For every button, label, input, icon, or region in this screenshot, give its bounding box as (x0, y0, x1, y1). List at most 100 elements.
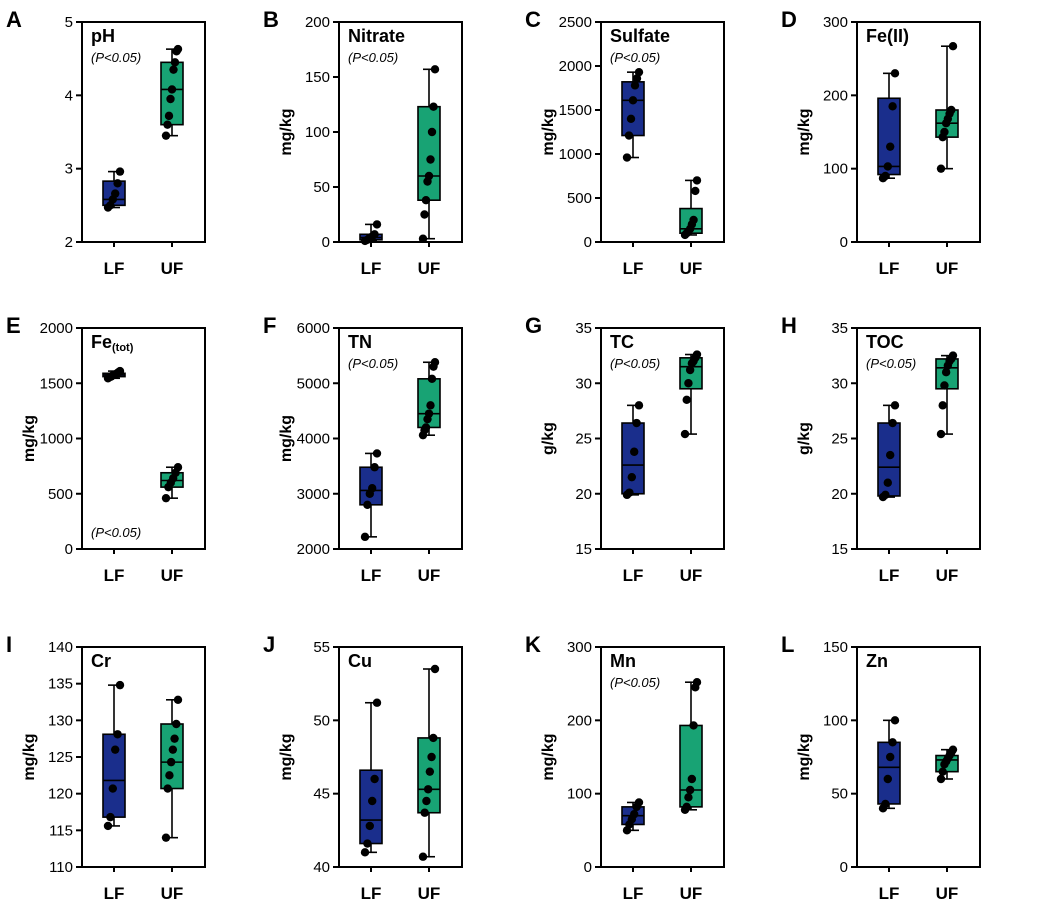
data-point (630, 810, 639, 819)
box-lf (359, 449, 383, 542)
y-tick-label: 100 (567, 786, 592, 803)
data-point (363, 500, 372, 509)
data-point (890, 69, 900, 78)
panel-i: I 110 115 120 125 130 135 140 mg/kg Cr LF UF (6, 632, 206, 903)
data-point (424, 171, 434, 181)
y-axis-label: mg/kg (278, 733, 295, 780)
data-point (890, 401, 900, 410)
data-point (108, 784, 118, 793)
data-point (103, 821, 113, 831)
y-tick-label: 120 (48, 786, 73, 803)
data-point (161, 493, 171, 503)
panel-title: TC (610, 332, 634, 352)
y-axis-label: mg/kg (796, 733, 813, 780)
y-tick-label: 25 (831, 431, 848, 448)
box-lf (621, 67, 645, 162)
box-uf (679, 350, 703, 439)
data-point (113, 179, 122, 188)
y-tick-label: 15 (575, 541, 592, 558)
data-point (630, 447, 639, 456)
panel-title-text: Zn (866, 651, 888, 671)
data-point (172, 719, 181, 729)
panel-a: A 2 3 4 5 pH (P<0.05) LF UF (6, 7, 206, 278)
panel-title: Nitrate (348, 26, 405, 46)
panel-f: F 2000 3000 4000 5000 6000 mg/kg TN (P<0.05) LF UF (263, 313, 463, 585)
panel-title-text: Sulfate (610, 26, 670, 46)
significance-note: (P<0.05) (610, 675, 660, 690)
y-tick-label: 2000 (40, 320, 73, 337)
panel-letter: I (6, 632, 12, 657)
box-lf (877, 716, 901, 813)
data-point (173, 695, 183, 704)
data-point (881, 799, 890, 809)
x-category-label: UF (161, 884, 184, 903)
y-tick-label: 2 (65, 234, 73, 251)
data-point (947, 105, 956, 115)
data-point (948, 745, 958, 754)
data-point (111, 745, 120, 754)
significance-note: (P<0.05) (610, 50, 660, 65)
y-tick-label: 500 (567, 190, 592, 207)
x-category-label: LF (361, 566, 382, 585)
y-tick-label: 25 (575, 431, 592, 448)
data-point (167, 85, 177, 94)
data-point (881, 171, 890, 181)
plot-frame (600, 327, 725, 550)
panel-letter: D (781, 7, 797, 32)
data-point (161, 131, 171, 140)
data-point (115, 167, 125, 176)
data-point (627, 472, 636, 482)
data-point (166, 757, 176, 767)
box-uf (417, 664, 441, 861)
data-point (163, 120, 172, 129)
y-tick-label: 55 (313, 639, 330, 656)
data-point (692, 350, 702, 359)
panel-letter: C (525, 7, 541, 32)
panel-letter: B (263, 7, 279, 32)
y-tick-label: 3 (65, 161, 73, 178)
x-category-label: LF (104, 884, 125, 903)
panel-title: TOC (866, 332, 904, 352)
y-tick-label: 0 (322, 234, 330, 251)
data-point (883, 774, 892, 784)
x-category-label: UF (418, 884, 441, 903)
data-point (685, 365, 695, 375)
data-point (682, 802, 691, 812)
data-point (689, 721, 698, 730)
y-tick-label: 0 (840, 234, 848, 251)
data-point (420, 210, 429, 219)
y-tick-label: 0 (65, 541, 73, 558)
x-category-label: LF (104, 259, 125, 278)
y-tick-label: 50 (831, 786, 848, 803)
box-lf (877, 401, 901, 502)
y-tick-label: 150 (823, 639, 848, 656)
panel-title: Fe(II) (866, 26, 909, 46)
panel-title: TN (348, 332, 372, 352)
plot-frame (81, 21, 206, 243)
panel-letter: E (6, 313, 21, 338)
y-tick-label: 15 (831, 541, 848, 558)
data-point (418, 852, 428, 861)
iqr-box (621, 81, 645, 137)
y-axis-label: g/kg (796, 422, 813, 455)
y-tick-label: 35 (575, 320, 592, 337)
x-category-label: LF (879, 884, 900, 903)
data-point (115, 680, 125, 690)
x-category-label: UF (161, 566, 184, 585)
plot-frame (338, 21, 463, 243)
y-axis-label: mg/kg (278, 108, 295, 155)
box-uf (935, 745, 959, 784)
data-point (685, 785, 695, 795)
panel-title-text: pH (91, 26, 115, 46)
data-point (632, 418, 641, 428)
data-point (888, 102, 897, 111)
y-tick-label: 200 (305, 14, 330, 31)
y-tick-label: 125 (48, 749, 73, 766)
box-lf (359, 698, 383, 857)
x-category-label: LF (879, 566, 900, 585)
y-tick-label: 45 (313, 786, 330, 803)
panel-title-text: Fe(II) (866, 26, 909, 46)
data-point (368, 484, 377, 493)
data-point (628, 96, 638, 105)
panel-k: K 0 100 200 300 mg/kg Mn (P<0.05) LF UF (525, 632, 725, 903)
